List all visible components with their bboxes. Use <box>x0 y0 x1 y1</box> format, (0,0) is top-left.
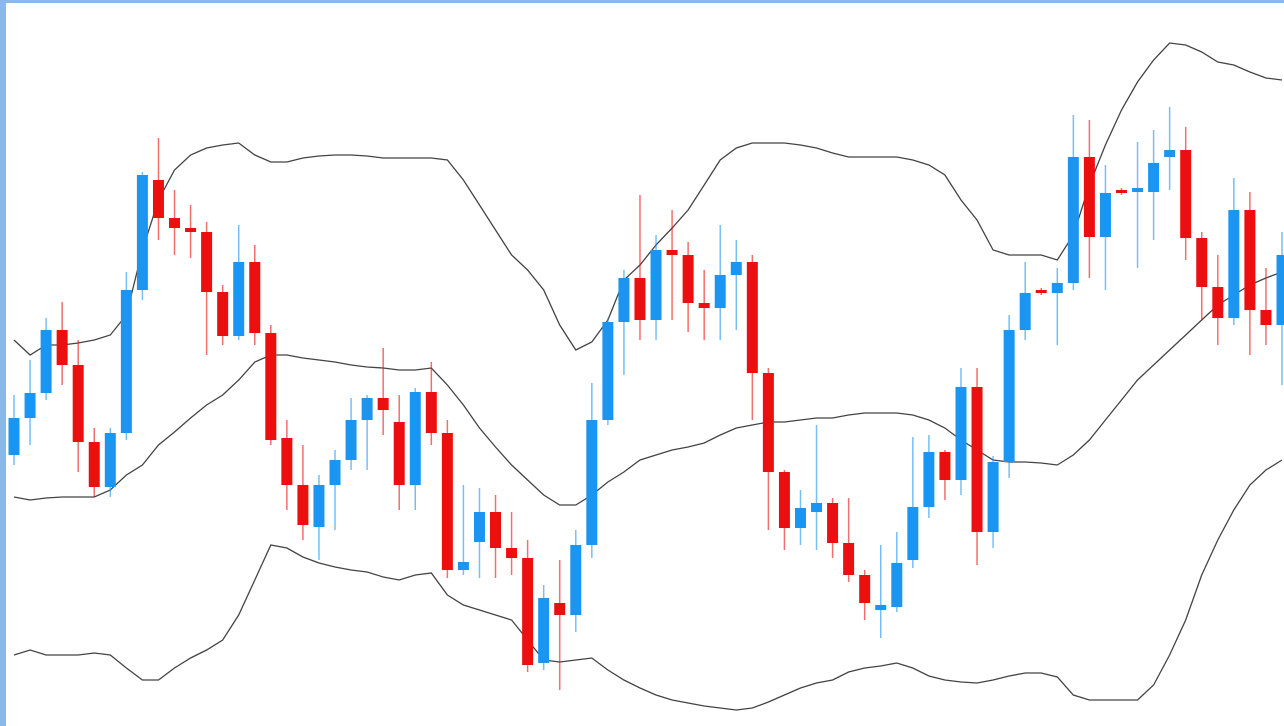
candle-body <box>1228 210 1240 318</box>
candle-body <box>40 330 52 393</box>
candle-body <box>490 512 502 548</box>
candle-body <box>939 452 951 480</box>
candle-body <box>875 605 887 610</box>
candle-body <box>281 438 293 485</box>
candle-body <box>794 508 806 528</box>
candle-body <box>634 278 646 320</box>
candle-body <box>152 180 164 218</box>
candle-body <box>1115 190 1127 193</box>
candle-body <box>666 250 678 255</box>
candle-body <box>345 420 357 460</box>
candle-body <box>730 262 742 275</box>
candle-body <box>457 562 469 570</box>
candle-body <box>762 373 774 472</box>
candle-body <box>714 275 726 308</box>
candle-body <box>120 290 132 433</box>
candle-body <box>8 418 20 455</box>
candle-body <box>682 255 694 303</box>
candle-body <box>602 322 614 420</box>
candle-body <box>409 392 421 485</box>
candle-body <box>1051 283 1063 293</box>
candle-body <box>506 548 518 558</box>
candle-body <box>618 278 630 322</box>
candle-body <box>473 512 485 542</box>
candle-body <box>1164 150 1176 157</box>
candle-body <box>1148 163 1160 192</box>
candle-body <box>185 228 197 232</box>
candle-body <box>233 262 245 336</box>
candle-body <box>827 503 839 543</box>
candle-body <box>907 507 919 560</box>
candle-body <box>249 262 261 333</box>
candle-body <box>570 545 582 615</box>
candle-body <box>1067 157 1079 283</box>
candle-body <box>1196 238 1208 287</box>
candle-body <box>136 175 148 290</box>
candle-body <box>1099 193 1111 237</box>
candle-body <box>698 303 710 308</box>
candle-body <box>1180 150 1192 238</box>
candle-body <box>778 472 790 528</box>
candle-body <box>923 452 935 507</box>
candle-body <box>1212 287 1224 318</box>
candle-body <box>377 398 389 410</box>
candle-body <box>971 387 983 532</box>
candle-body <box>586 420 598 545</box>
candle-body <box>393 422 405 485</box>
candle-body <box>554 603 566 615</box>
candle-body <box>955 387 967 480</box>
candle-body <box>169 218 181 228</box>
candle-body <box>650 250 662 320</box>
candle-body <box>297 485 309 525</box>
candle-body <box>441 433 453 570</box>
chart <box>8 42 1284 711</box>
candle-body <box>88 442 100 487</box>
candle-body <box>987 462 999 532</box>
candle-body <box>1260 310 1272 325</box>
candle-body <box>361 398 373 420</box>
candle-body <box>56 330 68 365</box>
candle-body <box>104 433 116 487</box>
candle-body <box>1035 290 1047 293</box>
candle-body <box>1003 330 1015 462</box>
candle-body <box>1083 157 1095 237</box>
candle-body <box>24 393 36 418</box>
candle-body <box>891 563 903 607</box>
candle-body <box>1019 293 1031 330</box>
candle-body <box>1276 255 1284 325</box>
candle-body <box>313 485 325 527</box>
candle-body <box>1244 210 1256 310</box>
candle-body <box>265 333 277 440</box>
candle-body <box>1132 188 1144 192</box>
candle-body <box>843 543 855 575</box>
band-line <box>13 459 1283 711</box>
candle-body <box>522 558 534 665</box>
candle-body <box>538 598 550 663</box>
band-line <box>13 271 1283 506</box>
candle-body <box>746 262 758 373</box>
candle-body <box>811 503 823 512</box>
candle-body <box>72 365 84 442</box>
candle-body <box>329 460 341 485</box>
candle-body <box>859 575 871 603</box>
candle-body <box>425 392 437 433</box>
candle-body <box>217 292 229 336</box>
candle-body <box>201 232 213 292</box>
